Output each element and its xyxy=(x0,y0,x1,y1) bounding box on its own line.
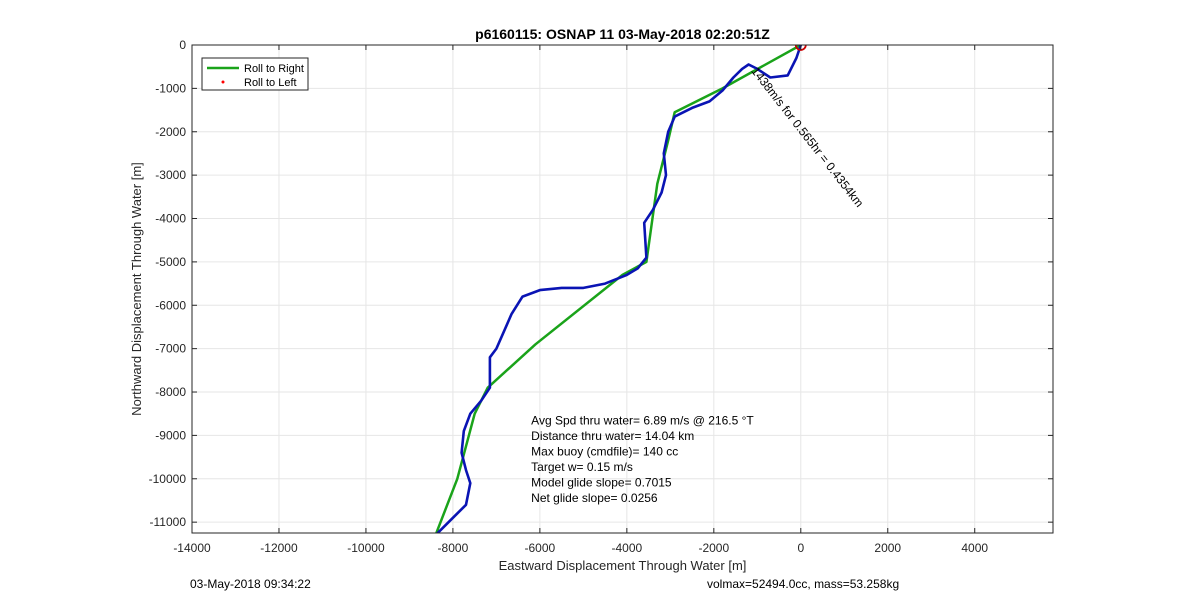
x-tick-label: -2000 xyxy=(698,541,729,555)
series-roll-right xyxy=(435,45,803,533)
x-tick-label: -12000 xyxy=(260,541,298,555)
y-tick-label: -9000 xyxy=(155,428,186,442)
x-tick-label: 2000 xyxy=(874,541,901,555)
y-tick-label: -6000 xyxy=(155,298,186,312)
x-tick-label: -10000 xyxy=(347,541,385,555)
x-axis-label: Eastward Displacement Through Water [m] xyxy=(499,558,747,573)
info-text-block: Avg Spd thru water= 6.89 m/s @ 216.5 °TD… xyxy=(531,414,754,506)
x-tick-label: -6000 xyxy=(525,541,556,555)
y-tick-label: -4000 xyxy=(155,212,186,226)
y-tick-label: -1000 xyxy=(155,81,186,95)
chart-title: p6160115: OSNAP 11 03-May-2018 02:20:51Z xyxy=(475,26,770,42)
x-tick-label: -8000 xyxy=(438,541,469,555)
x-tick-label: -4000 xyxy=(611,541,642,555)
axis-ticks: -14000 -12000 -10000 -8000 -6000 -4000 -2000 0 2… xyxy=(149,38,1053,555)
info-line: Avg Spd thru water= 6.89 m/s @ 216.5 °T xyxy=(531,414,754,428)
legend-label: Roll to Left xyxy=(244,77,297,89)
y-tick-label: -7000 xyxy=(155,342,186,356)
y-tick-label: -3000 xyxy=(155,168,186,182)
info-line: Net glide slope= 0.0256 xyxy=(531,491,658,505)
plot-area xyxy=(192,45,1053,533)
y-tick-label: -8000 xyxy=(155,385,186,399)
series-track xyxy=(435,45,803,533)
footer-timestamp: 03-May-2018 09:34:22 xyxy=(190,577,311,591)
legend: Roll to Right Roll to Left xyxy=(201,57,309,91)
footer-vol-mass: volmax=52494.0cc, mass=53.258kg xyxy=(707,577,900,591)
info-line: Model glide slope= 0.7015 xyxy=(531,476,672,490)
x-tick-label: -14000 xyxy=(173,541,211,555)
x-tick-label: 4000 xyxy=(961,541,988,555)
legend-box xyxy=(201,57,309,91)
legend-swatch-marker xyxy=(221,80,225,84)
info-line: Distance thru water= 14.04 km xyxy=(531,429,694,443)
info-line: Max buoy (cmdfile)= 140 cc xyxy=(531,445,678,459)
y-tick-label: -11000 xyxy=(150,515,187,529)
legend-label: Roll to Right xyxy=(244,63,304,75)
y-tick-label: -10000 xyxy=(149,472,187,486)
plot-frame xyxy=(191,44,1054,534)
info-line: Target w= 0.15 m/s xyxy=(531,460,633,474)
y-tick-label: 0 xyxy=(179,38,186,52)
y-tick-label: -2000 xyxy=(155,125,186,139)
y-tick-label: -5000 xyxy=(155,255,186,269)
x-tick-label: 0 xyxy=(797,541,804,555)
y-axis-label: Northward Displacement Through Water [m] xyxy=(129,162,144,416)
